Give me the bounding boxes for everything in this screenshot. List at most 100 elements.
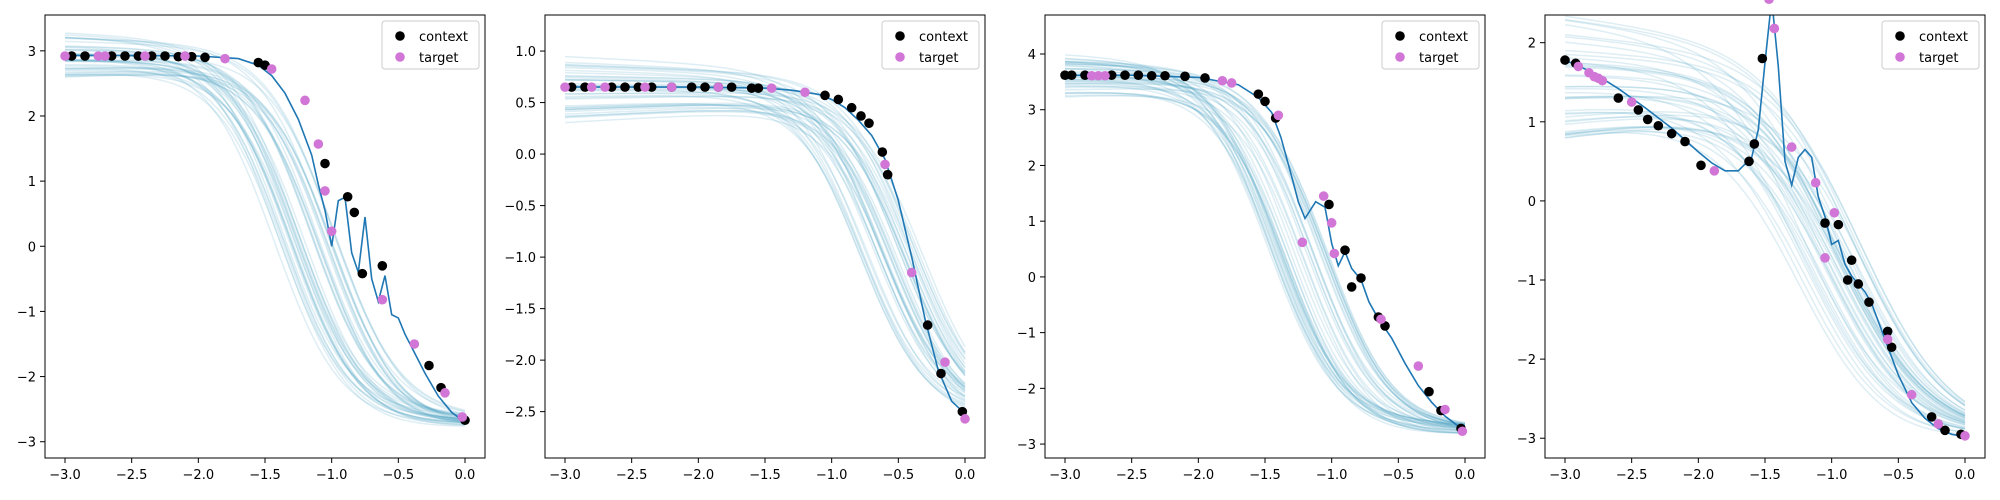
sample-curve xyxy=(64,37,466,411)
sample-curve xyxy=(1064,85,1466,431)
sample-curve xyxy=(1064,80,1466,429)
target-point xyxy=(1093,70,1104,81)
sample-curve xyxy=(64,46,466,420)
sample-curve xyxy=(1564,53,1966,407)
target-point xyxy=(560,82,570,92)
sample-curve xyxy=(1064,61,1466,427)
y-tick-label: −3 xyxy=(17,436,36,451)
sample-curve xyxy=(64,68,466,422)
context-point xyxy=(1340,245,1350,255)
context-point xyxy=(606,82,617,92)
context-point xyxy=(342,191,353,202)
sample-curve xyxy=(1564,61,1966,428)
sample-curve xyxy=(1064,92,1466,434)
legend-target-label: target xyxy=(919,51,959,66)
target-point xyxy=(1829,207,1840,218)
target-point xyxy=(1217,75,1228,86)
sample-curve xyxy=(1064,65,1466,428)
sample-curve xyxy=(65,68,466,426)
y-tick-label: −2 xyxy=(1517,353,1536,368)
x-tick-label: 0.0 xyxy=(455,468,476,483)
context-point xyxy=(1833,219,1844,230)
y-tick-label: 2 xyxy=(1528,37,1536,52)
context-point xyxy=(1864,297,1874,307)
x-tick-label: 0.0 xyxy=(955,468,976,483)
context-point xyxy=(936,368,946,379)
sample-curve xyxy=(64,70,466,421)
sample-curve xyxy=(1564,35,1966,411)
target-point xyxy=(1764,0,1774,4)
context-point xyxy=(1842,275,1853,285)
sample-curve xyxy=(1064,63,1466,424)
target-point xyxy=(1709,166,1720,176)
context-point xyxy=(882,169,893,180)
sample-curve xyxy=(64,74,466,423)
sample-curve xyxy=(1065,78,1466,427)
mean-curve xyxy=(565,86,966,415)
context-point xyxy=(1642,114,1653,125)
context-point xyxy=(1882,326,1893,337)
legend-target-label: target xyxy=(419,51,459,66)
sample-curve xyxy=(565,85,966,388)
sample-curve xyxy=(1565,85,1966,417)
sample-curve xyxy=(64,66,466,420)
sample-curve xyxy=(65,59,466,419)
context-point xyxy=(1180,71,1190,82)
x-tick-label: −0.5 xyxy=(1883,468,1915,483)
x-tick-label: −1.0 xyxy=(816,468,848,483)
sample-curve xyxy=(65,64,466,424)
sample-curve xyxy=(1064,92,1466,434)
sample-curve xyxy=(565,88,966,392)
target-point xyxy=(1413,361,1424,371)
y-tick-label: 1.0 xyxy=(515,45,536,60)
sample-curve xyxy=(1064,86,1466,432)
sample-curve xyxy=(1064,76,1466,429)
legend-target-marker xyxy=(895,52,905,62)
x-tick-label: −1.0 xyxy=(1816,468,1848,483)
sample-curve xyxy=(64,59,466,424)
target-point xyxy=(766,83,777,93)
context-point xyxy=(820,90,830,101)
target-point xyxy=(940,357,950,367)
x-tick-label: −1.5 xyxy=(1249,468,1281,483)
x-tick-label: −1.5 xyxy=(249,468,281,483)
legend-box xyxy=(381,20,480,70)
sample-curve xyxy=(64,53,466,421)
legend-box xyxy=(881,20,980,70)
x-tick-label: −3.0 xyxy=(549,468,581,483)
context-point xyxy=(66,51,77,61)
sample-curve xyxy=(64,36,466,417)
context-point xyxy=(1253,89,1264,99)
x-tick-label: −2.0 xyxy=(683,468,715,483)
target-point xyxy=(1573,61,1584,72)
sample-curve xyxy=(564,79,966,401)
sample-curve xyxy=(564,104,966,377)
target-point xyxy=(640,82,650,92)
y-tick-label: −2 xyxy=(17,371,36,386)
sample-curve xyxy=(1064,80,1466,431)
sample-curves xyxy=(564,55,966,409)
target-point xyxy=(1440,404,1450,415)
sample-curve xyxy=(564,65,966,374)
context-point xyxy=(1356,273,1366,283)
subplot-4: −3.0 −2.5 −2.0 −1.5 −1.0 −0.5 0.0 −3 −2 −1 0 1 2 cont… xyxy=(1517,0,1986,483)
y-tick-label: 0 xyxy=(1028,271,1036,286)
sample-curve xyxy=(565,95,966,407)
sample-curve xyxy=(564,114,966,399)
sample-curve xyxy=(64,45,466,417)
context-point xyxy=(80,51,90,61)
sample-curve xyxy=(1564,34,1966,403)
sample-curve xyxy=(564,107,966,369)
sample-curve xyxy=(64,32,466,415)
context-point xyxy=(424,360,434,371)
context-point xyxy=(1680,136,1690,147)
context-point xyxy=(700,82,710,92)
mean-curve xyxy=(1065,74,1466,431)
sample-curve xyxy=(565,92,966,348)
sample-curve xyxy=(65,59,466,423)
target-point xyxy=(713,82,724,92)
sample-curve xyxy=(1064,62,1466,426)
context-point xyxy=(922,320,933,330)
sample-curve xyxy=(1564,65,1966,415)
x-tick-label: −2.5 xyxy=(1116,468,1148,483)
